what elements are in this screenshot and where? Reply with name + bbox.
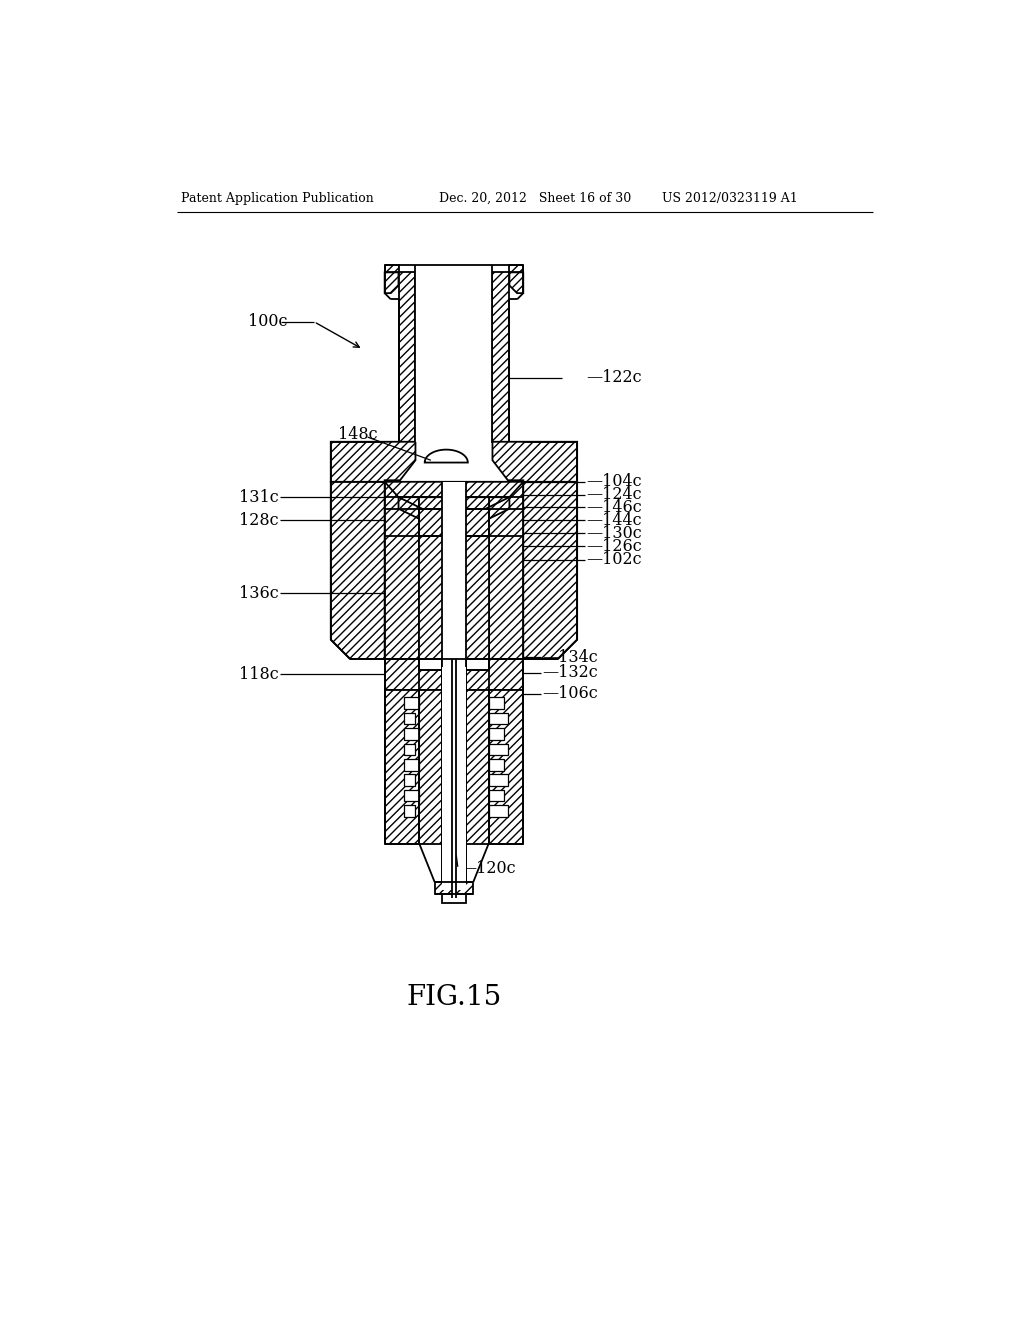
Bar — [488, 697, 504, 709]
Bar — [457, 659, 466, 894]
Bar — [442, 659, 458, 890]
Bar — [488, 689, 523, 843]
Bar — [385, 264, 398, 272]
Bar — [403, 713, 416, 725]
Text: 100c: 100c — [248, 313, 287, 330]
Polygon shape — [398, 498, 509, 536]
Bar — [488, 805, 508, 817]
Bar — [442, 894, 466, 903]
Text: 136c: 136c — [239, 585, 279, 602]
Bar — [385, 689, 419, 843]
Text: —134c: —134c — [543, 649, 598, 665]
Bar — [488, 789, 504, 801]
Bar — [403, 743, 416, 755]
Polygon shape — [385, 272, 398, 293]
Text: 118c: 118c — [239, 665, 279, 682]
Text: Dec. 20, 2012   Sheet 16 of 30: Dec. 20, 2012 Sheet 16 of 30 — [438, 191, 631, 205]
Polygon shape — [493, 442, 578, 482]
Bar — [442, 659, 452, 894]
Bar — [416, 264, 493, 442]
Bar — [419, 482, 488, 659]
Bar — [442, 659, 466, 890]
Bar — [419, 508, 488, 536]
Text: —106c: —106c — [543, 685, 598, 702]
Bar — [451, 659, 466, 890]
Bar — [435, 882, 473, 894]
Text: —126c: —126c — [587, 539, 642, 554]
Polygon shape — [523, 482, 578, 659]
Bar — [452, 659, 457, 898]
Bar — [403, 775, 416, 785]
Bar — [442, 482, 466, 667]
Bar — [488, 729, 504, 739]
Text: —146c: —146c — [587, 499, 642, 516]
Text: 148c: 148c — [339, 425, 378, 442]
Bar — [403, 729, 419, 739]
Polygon shape — [331, 482, 385, 659]
Bar — [493, 272, 509, 442]
Bar — [509, 264, 523, 272]
Text: —132c: —132c — [543, 664, 598, 681]
Bar — [398, 272, 416, 442]
Polygon shape — [331, 442, 416, 482]
Text: Patent Application Publication: Patent Application Publication — [180, 191, 374, 205]
Polygon shape — [509, 272, 523, 293]
Bar — [403, 697, 419, 709]
Text: —104c: —104c — [587, 474, 642, 490]
Text: 128c: 128c — [239, 512, 279, 529]
Text: —144c: —144c — [587, 512, 642, 529]
Text: US 2012/0323119 A1: US 2012/0323119 A1 — [662, 191, 798, 205]
Polygon shape — [466, 659, 523, 689]
Bar — [466, 689, 488, 843]
Bar — [403, 789, 419, 801]
Text: 131c: 131c — [239, 488, 279, 506]
Bar — [488, 759, 504, 771]
Text: FIG.15: FIG.15 — [407, 985, 502, 1011]
Text: —122c: —122c — [587, 370, 642, 387]
Text: —124c: —124c — [587, 486, 642, 503]
Polygon shape — [385, 659, 442, 689]
Bar — [488, 743, 508, 755]
Polygon shape — [425, 450, 468, 462]
Bar — [403, 759, 419, 771]
Polygon shape — [385, 482, 523, 498]
Bar — [385, 482, 419, 659]
Bar — [403, 805, 416, 817]
Text: —120c: —120c — [460, 859, 516, 876]
Bar — [488, 775, 508, 785]
Text: —130c: —130c — [587, 525, 642, 543]
Bar — [488, 482, 523, 659]
Bar — [419, 689, 442, 843]
Text: —102c: —102c — [587, 550, 642, 568]
Bar — [488, 713, 508, 725]
